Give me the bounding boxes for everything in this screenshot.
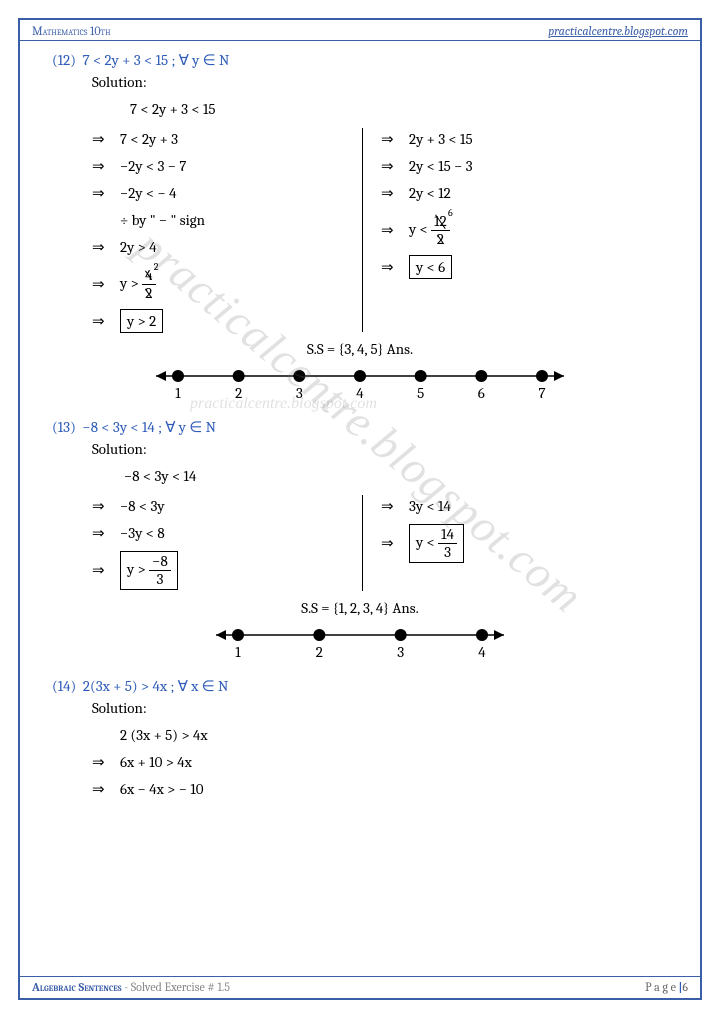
- number-line-12: 1 2 3 4 5 6 7: [150, 360, 570, 406]
- problem-number: (12): [52, 51, 76, 69]
- page-frame: Mathematics 10th practicalcentre.blogspo…: [18, 18, 702, 1000]
- problem-12-columns: ⇒7 < 2y + 3 ⇒−2y < 3 − 7 ⇒−2y < − 4 ÷ by…: [92, 124, 668, 336]
- problem-title: −8 < 3y < 14 ; ∀ y ∈ N: [82, 418, 216, 436]
- header-link[interactable]: practicalcentre.blogspot.com: [548, 24, 688, 38]
- footer-page-number: P a g e |6: [645, 980, 688, 994]
- svg-text:7: 7: [538, 384, 545, 402]
- solution-label: Solution:: [92, 73, 668, 91]
- svg-text:3: 3: [397, 643, 404, 661]
- problem-number: (13): [52, 418, 76, 436]
- problem-13-columns: ⇒−8 < 3y ⇒−3y < 8 ⇒ y > −8 3 ⇒3y < 14 ⇒: [92, 491, 668, 595]
- page-content: practicalcentre.blogspot.com practicalce…: [20, 41, 700, 801]
- svg-text:1: 1: [175, 384, 181, 402]
- svg-text:2: 2: [235, 384, 242, 402]
- problem-title: 7 < 2y + 3 < 15 ; ∀ y ∈ N: [83, 51, 230, 69]
- number-line-13: 1 2 3 4: [210, 619, 510, 665]
- page-header: Mathematics 10th practicalcentre.blogspo…: [20, 20, 700, 41]
- fraction: 42 2: [142, 268, 155, 301]
- problem-13-heading: (13) −8 < 3y < 14 ; ∀ y ∈ N: [52, 418, 668, 436]
- page-footer: Algebraic Sentences - Solved Exercise # …: [20, 976, 700, 998]
- solution-label: Solution:: [92, 699, 668, 717]
- svg-text:1: 1: [235, 643, 241, 661]
- step: 7 < 2y + 3 < 15: [92, 97, 668, 121]
- left-column: ⇒−8 < 3y ⇒−3y < 8 ⇒ y > −8 3: [92, 491, 362, 595]
- right-column: ⇒2y + 3 < 15 ⇒2y < 15 − 3 ⇒2y < 12 ⇒ y <…: [363, 124, 473, 336]
- problem-12-heading: (12) 7 < 2y + 3 < 15 ; ∀ y ∈ N: [52, 51, 668, 69]
- boxed-answer: y < 14 3: [409, 524, 464, 563]
- svg-text:4: 4: [356, 384, 364, 402]
- svg-text:3: 3: [296, 384, 303, 402]
- left-column: ⇒7 < 2y + 3 ⇒−2y < 3 − 7 ⇒−2y < − 4 ÷ by…: [92, 124, 362, 336]
- problem-number: (14): [52, 677, 76, 695]
- boxed-answer: y < 6: [409, 255, 452, 279]
- right-column: ⇒3y < 14 ⇒ y < 14 3: [363, 491, 464, 595]
- svg-text:5: 5: [417, 384, 424, 402]
- fraction: 14 3: [438, 527, 457, 560]
- solution-set: S.S = {3, 4, 5} Ans.: [52, 340, 668, 358]
- header-subject: Mathematics 10th: [32, 24, 111, 38]
- svg-text:4: 4: [478, 643, 486, 661]
- svg-text:6: 6: [478, 384, 485, 402]
- footer-chapter: Algebraic Sentences - Solved Exercise # …: [32, 980, 230, 994]
- problem-title: 2(3x + 5) > 4x ; ∀ x ∈ N: [83, 677, 229, 695]
- boxed-answer: y > 2: [120, 309, 163, 333]
- fraction: 126 2: [431, 214, 450, 247]
- problem-14-heading: (14) 2(3x + 5) > 4x ; ∀ x ∈ N: [52, 677, 668, 695]
- boxed-answer: y > −8 3: [120, 551, 178, 590]
- fraction: −8 3: [149, 554, 171, 587]
- solution-set: S.S = {1, 2, 3, 4} Ans.: [52, 599, 668, 617]
- solution-label: Solution:: [92, 440, 668, 458]
- svg-text:2: 2: [316, 643, 323, 661]
